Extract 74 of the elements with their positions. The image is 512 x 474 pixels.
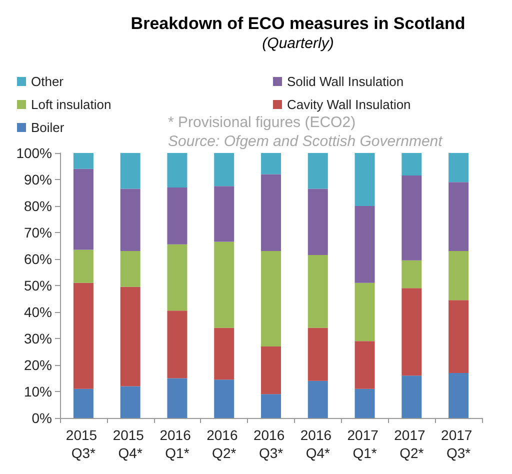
bar <box>448 372 469 418</box>
bar <box>354 282 375 342</box>
bar <box>308 153 328 189</box>
legend-label: Solid Wall Insulation <box>287 74 404 89</box>
bar <box>261 153 281 174</box>
bar <box>120 188 140 252</box>
bar <box>448 182 469 252</box>
x-tick-label: 2016 Q4* <box>300 427 336 461</box>
bar <box>73 388 94 418</box>
bar <box>354 341 375 389</box>
bar <box>120 386 140 418</box>
bar <box>308 188 328 256</box>
legend-label: Other <box>31 74 64 89</box>
y-tick-label: 60% <box>24 251 52 267</box>
chart-subtitle: (Quarterly) <box>262 35 334 52</box>
bar <box>73 168 94 250</box>
y-tick-label: 90% <box>24 172 52 188</box>
chart-title: Breakdown of ECO measures in Scotland <box>130 14 466 33</box>
bar <box>214 380 234 418</box>
bar <box>214 153 234 186</box>
y-tick-label: 100% <box>16 145 52 161</box>
y-tick-label: 10% <box>24 384 52 400</box>
bar <box>448 300 469 373</box>
bar <box>402 176 422 260</box>
legend-label: Loft insulation <box>31 97 112 112</box>
x-tick-label: 2017 Q2* <box>394 427 430 461</box>
bar <box>73 282 94 389</box>
y-tick-label: 70% <box>24 224 52 240</box>
bar <box>120 286 140 386</box>
bar <box>167 310 188 378</box>
y-tick-label: 50% <box>24 278 52 294</box>
bar <box>448 251 469 300</box>
bar <box>120 251 140 287</box>
x-tick-label: 2015 Q3* <box>66 427 101 461</box>
x-tick-label: 2015 Q4* <box>112 427 148 461</box>
y-tick-label: 30% <box>24 330 52 346</box>
legend-label: Boiler <box>31 120 65 135</box>
y-tick-label: 0% <box>32 410 52 426</box>
legend-label: Cavity Wall Insulation <box>287 97 411 112</box>
x-tick-label: 2017 Q1* <box>347 427 382 461</box>
y-tick-label: 40% <box>24 304 52 320</box>
bar <box>167 153 188 188</box>
bar <box>167 378 188 418</box>
text: * Provisional figures (ECO2) <box>168 114 356 131</box>
bar <box>308 255 328 328</box>
bar <box>448 153 469 182</box>
bar <box>402 288 422 376</box>
x-tick-label: 2016 Q3* <box>253 427 289 461</box>
bar <box>308 380 328 418</box>
bar <box>214 328 234 380</box>
bar <box>167 244 188 311</box>
bar <box>354 388 375 418</box>
bar <box>167 187 188 244</box>
bar <box>402 153 422 176</box>
source-note: Source: Ofgem and Scottish Government <box>168 133 444 150</box>
bar <box>354 206 375 283</box>
bar <box>214 186 234 242</box>
bar <box>261 394 281 418</box>
bar <box>354 153 375 206</box>
bar <box>261 346 281 394</box>
y-tick-label: 20% <box>24 357 52 373</box>
x-tick-label: 2016 Q1* <box>160 427 195 461</box>
x-tick-label: 2017 Q3* <box>441 427 476 461</box>
bar <box>120 153 140 189</box>
bar <box>73 153 94 169</box>
bar <box>214 242 234 328</box>
y-tick-label: 80% <box>24 198 52 214</box>
bar <box>402 376 422 418</box>
bar <box>261 174 281 252</box>
bar <box>73 250 94 283</box>
bar <box>261 251 281 346</box>
bar <box>402 260 422 288</box>
x-tick-label: 2016 Q2* <box>206 427 242 461</box>
bar <box>308 328 328 381</box>
